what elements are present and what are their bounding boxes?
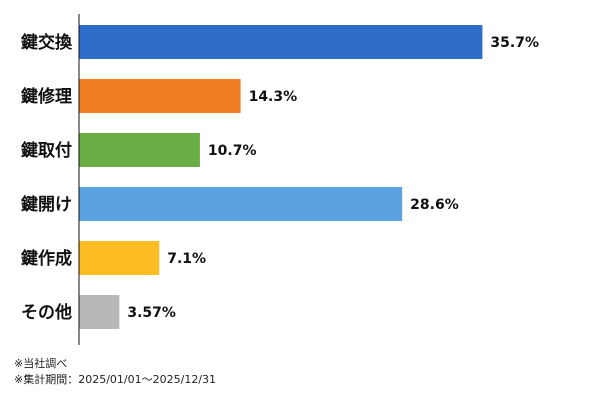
category-label-1: 鍵交換: [21, 32, 73, 53]
value-label-2: 14.3%: [249, 89, 298, 105]
category-label-6: その他: [21, 302, 72, 323]
bar-1: [79, 25, 483, 59]
category-label-4: 鍵開け: [21, 194, 72, 215]
bar-5: [79, 241, 160, 275]
value-label-1: 35.7%: [490, 35, 539, 51]
bars-group: [79, 25, 483, 329]
value-label-3: 10.7%: [208, 143, 257, 159]
bar-2: [79, 79, 241, 113]
footnote-source: ※当社調べ: [14, 357, 68, 370]
value-labels: 35.7% 14.3% 10.7% 28.6% 7.1% 3.57%: [127, 35, 539, 321]
value-label-6: 3.57%: [127, 305, 176, 321]
value-label-4: 28.6%: [410, 197, 459, 213]
footnotes: ※当社調べ ※集計期間：2025/01/01〜2025/12/31: [14, 356, 216, 388]
category-label-5: 鍵作成: [21, 248, 72, 269]
footnote-period: ※集計期間：2025/01/01〜2025/12/31: [14, 373, 217, 386]
bar-6: [79, 295, 120, 329]
bar-4: [79, 187, 403, 221]
category-label-3: 鍵取付: [21, 140, 72, 161]
category-label-2: 鍵修理: [21, 86, 72, 107]
value-label-5: 7.1%: [167, 251, 206, 267]
bar-3: [79, 133, 200, 167]
